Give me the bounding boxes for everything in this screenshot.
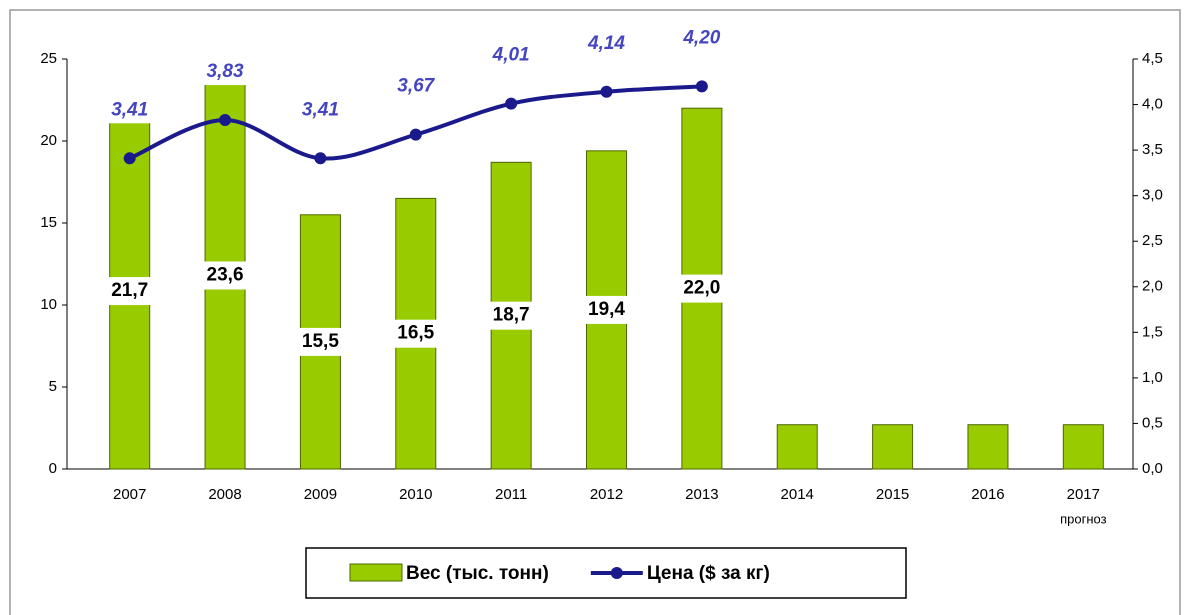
- price-marker: [219, 114, 232, 127]
- value-label-bg: [671, 25, 732, 52]
- x-tick-label: 2015: [876, 486, 909, 503]
- x-tick-label: 2012: [590, 486, 623, 503]
- y2-tick-label: 1,5: [1142, 323, 1163, 340]
- x-tick-label: 2008: [208, 486, 241, 503]
- x-tick-label: 2013: [685, 486, 718, 503]
- legend-label: Вес (тыс. тонн): [406, 563, 549, 584]
- value-label: 3,41: [111, 99, 148, 120]
- x-tick-label: 2010: [399, 486, 432, 503]
- value-label: 22,0: [683, 278, 720, 299]
- value-label-bg: [290, 97, 351, 124]
- x-annotation: прогноз: [1060, 511, 1107, 526]
- value-label-bg: [481, 42, 542, 69]
- value-label-bg: [195, 59, 256, 86]
- y-tick-label: 0: [49, 460, 57, 477]
- value-label: 15,5: [302, 331, 339, 352]
- value-label: 3,83: [207, 61, 244, 82]
- price-marker: [600, 85, 613, 98]
- value-label-bg: [576, 30, 637, 57]
- y2-tick-label: 3,0: [1142, 187, 1163, 204]
- value-label: 19,4: [588, 299, 625, 320]
- x-tick-label: 2017: [1067, 486, 1100, 503]
- value-label: 16,5: [397, 323, 434, 344]
- y2-tick-label: 1,0: [1142, 369, 1163, 386]
- y-tick-label: 15: [40, 214, 57, 231]
- legend-swatch: [349, 563, 403, 582]
- value-label-bg: [481, 301, 542, 330]
- x-tick-label: 2007: [113, 486, 146, 503]
- bar: [872, 424, 914, 470]
- y2-tick-label: 2,0: [1142, 278, 1163, 295]
- value-label: 3,67: [397, 76, 435, 97]
- value-label: 4,01: [492, 45, 530, 66]
- price-marker: [695, 80, 708, 93]
- x-tick-label: 2014: [781, 486, 814, 503]
- value-label-bg: [99, 97, 160, 124]
- value-label: 18,7: [493, 305, 530, 326]
- bar: [967, 424, 1009, 470]
- x-tick-label: 2009: [304, 486, 337, 503]
- price-marker: [123, 152, 136, 165]
- bar: [776, 424, 818, 470]
- value-label: 23,6: [207, 264, 244, 285]
- y2-tick-label: 2,5: [1142, 232, 1163, 249]
- value-label-bg: [671, 274, 732, 303]
- value-label-bg: [195, 261, 256, 290]
- x-tick-label: 2016: [971, 486, 1004, 503]
- legend-marker: [610, 567, 623, 579]
- y2-tick-label: 4,0: [1142, 96, 1163, 113]
- y-tick-label: 25: [40, 50, 57, 67]
- value-label: 3,41: [302, 99, 339, 120]
- value-label-bg: [385, 73, 446, 100]
- bar: [1062, 424, 1104, 470]
- value-label-bg: [99, 277, 160, 306]
- y2-tick-label: 0,0: [1142, 460, 1163, 477]
- price-marker: [314, 152, 327, 165]
- legend-label: Цена ($ за кг): [647, 563, 770, 584]
- value-label-bg: [290, 327, 351, 356]
- value-label: 4,14: [587, 33, 625, 54]
- y2-tick-label: 4,5: [1142, 50, 1163, 67]
- y2-tick-label: 0,5: [1142, 414, 1163, 431]
- y-tick-label: 5: [49, 378, 57, 395]
- value-label-bg: [576, 295, 637, 324]
- y2-tick-label: 3,5: [1142, 141, 1163, 158]
- y-tick-label: 20: [40, 132, 57, 149]
- value-label-bg: [385, 319, 446, 348]
- price-marker: [409, 128, 422, 141]
- price-marker: [505, 97, 518, 110]
- x-tick-label: 2011: [495, 486, 527, 503]
- y-tick-label: 10: [40, 296, 57, 313]
- value-label: 21,7: [111, 280, 148, 301]
- value-label: 4,20: [682, 27, 720, 48]
